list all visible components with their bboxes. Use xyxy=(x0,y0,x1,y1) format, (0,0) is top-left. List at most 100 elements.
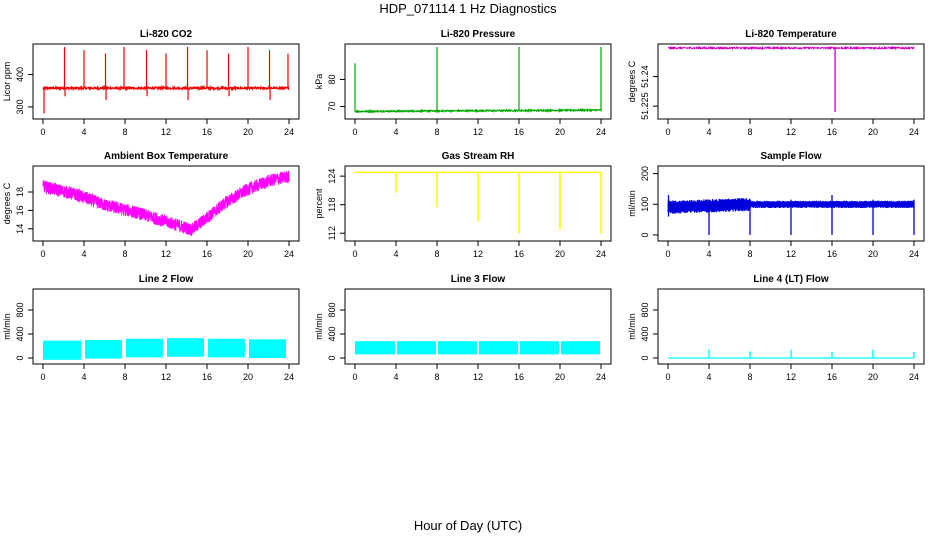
panel-2-xtick-label: 24 xyxy=(596,127,606,137)
panel-2-xtick-label: 16 xyxy=(514,127,524,137)
panel-8-band-segment xyxy=(561,341,600,355)
panel-3-series-line xyxy=(667,45,915,51)
panel-2-xtick-label: 8 xyxy=(434,127,439,137)
panel-7-band-segment xyxy=(85,340,122,359)
panel-8-xtick-label: 20 xyxy=(555,372,565,382)
panel-6-ytick-label: 100 xyxy=(640,197,650,212)
panel-2-series-line xyxy=(354,107,602,114)
panel-9-ytick-label: 400 xyxy=(640,326,650,341)
panel-4-xtick-label: 12 xyxy=(161,249,171,259)
panel-7-xtick-label: 4 xyxy=(81,372,86,382)
panel-7-ylabel: ml/min xyxy=(2,313,12,340)
panel-8-title: Line 3 Flow xyxy=(451,274,506,285)
panel-7-xtick-label: 12 xyxy=(161,372,171,382)
x-axis-label: Hour of Day (UTC) xyxy=(413,518,523,533)
panel-1-xtick-label: 20 xyxy=(243,127,253,137)
panel-5-ytick-label: 118 xyxy=(327,198,337,212)
figure-title: HDP_071114 1 Hz Diagnostics xyxy=(379,1,557,16)
panel-3-xtick-label: 0 xyxy=(665,127,670,137)
panel-7-xtick-label: 0 xyxy=(40,372,45,382)
panel-9-xtick-label: 12 xyxy=(786,372,796,382)
panel-6-xtick-label: 4 xyxy=(706,249,711,259)
panel-3-xtick-label: 8 xyxy=(747,127,752,137)
panel-5-xtick-label: 24 xyxy=(596,249,606,259)
panel-9-xtick-label: 24 xyxy=(909,372,919,382)
panel-1-xtick-label: 12 xyxy=(161,127,171,137)
panel-2-ylabel: kPa xyxy=(314,74,324,90)
panel-8-xtick-label: 24 xyxy=(596,372,606,382)
panel-3-group xyxy=(653,43,925,124)
panel-4-xtick-label: 16 xyxy=(202,249,212,259)
panel-5-xtick-label: 4 xyxy=(393,249,398,259)
panel-8-xtick-label: 0 xyxy=(352,372,357,382)
panel-4-ylabel: degrees C xyxy=(2,182,12,224)
panel-2-xtick-label: 0 xyxy=(352,127,357,137)
panel-5-xtick-label: 20 xyxy=(555,249,565,259)
panel-3-title: Li-820 Temperature xyxy=(745,29,837,40)
panel-5-group xyxy=(340,165,612,246)
panel-8-ytick-label: 800 xyxy=(327,302,337,317)
panel-5-xtick-label: 0 xyxy=(352,249,357,259)
panel-7-ytick-label: 800 xyxy=(15,302,25,317)
panel-7-band-segment xyxy=(208,338,245,358)
panel-9-xtick-label: 16 xyxy=(827,372,837,382)
panel-3-xtick-label: 24 xyxy=(909,127,919,137)
panel-6-xtick-label: 8 xyxy=(747,249,752,259)
panel-2-ytick-label: 70 xyxy=(327,102,337,112)
panel-4-title: Ambient Box Temperature xyxy=(104,151,229,162)
panel-9-ytick-label: 800 xyxy=(640,302,650,317)
panel-2-ytick-label: 80 xyxy=(327,74,337,84)
panel-1-title: Li-820 CO2 xyxy=(140,29,193,40)
panel-2-xtick-label: 4 xyxy=(393,127,398,137)
panel-5-ylabel: percent xyxy=(314,188,324,219)
panel-3-ytick-label: 51.225 xyxy=(640,92,650,120)
panel-7-title: Line 2 Flow xyxy=(139,274,194,285)
panel-1-group xyxy=(28,43,300,124)
panel-4-frame xyxy=(32,165,300,242)
panel-1-xtick-label: 0 xyxy=(40,127,45,137)
panel-6-xtick-label: 20 xyxy=(868,249,878,259)
panel-7-band-segment xyxy=(167,338,204,357)
panel-9-xtick-label: 8 xyxy=(747,372,752,382)
panel-6-group xyxy=(653,165,925,246)
panel-8-band-segment xyxy=(355,341,395,355)
panel-9-ylabel: ml/min xyxy=(627,313,637,340)
panel-7-xtick-label: 24 xyxy=(284,372,294,382)
panel-8-ytick-label: 0 xyxy=(327,355,337,360)
panel-7-xtick-label: 8 xyxy=(122,372,127,382)
panel-3-xtick-label: 20 xyxy=(868,127,878,137)
panel-6-xtick-label: 12 xyxy=(786,249,796,259)
panel-9-xtick-label: 20 xyxy=(868,372,878,382)
panel-8-band-segment xyxy=(479,341,518,355)
panel-2-xtick-label: 20 xyxy=(555,127,565,137)
panel-7-xtick-label: 20 xyxy=(243,372,253,382)
panel-7-ytick-label: 0 xyxy=(15,355,25,360)
panel-8-band-segment xyxy=(438,341,477,355)
panel-2-xtick-label: 12 xyxy=(473,127,483,137)
panel-4-xtick-label: 4 xyxy=(81,249,86,259)
panel-5-xtick-label: 8 xyxy=(434,249,439,259)
panel-8-ytick-label: 400 xyxy=(327,326,337,341)
panel-4-ytick-label: 18 xyxy=(15,187,25,197)
panel-6-xtick-label: 0 xyxy=(665,249,670,259)
panel-9-title: Line 4 (LT) Flow xyxy=(753,274,829,285)
panel-1-ytick-label: 400 xyxy=(15,67,25,82)
panel-5-ytick-label: 112 xyxy=(327,226,337,240)
panel-3-ylabel: degrees C xyxy=(627,60,637,102)
panel-1-xtick-label: 16 xyxy=(202,127,212,137)
panel-8-xtick-label: 16 xyxy=(514,372,524,382)
panel-7-band-segment xyxy=(43,340,81,360)
panel-6-title: Sample Flow xyxy=(760,151,821,162)
panel-4-xtick-label: 24 xyxy=(284,249,294,259)
panel-8-xtick-label: 8 xyxy=(434,372,439,382)
panel-7-band-segment xyxy=(126,338,163,358)
panel-8-xtick-label: 4 xyxy=(393,372,398,382)
panel-3-xtick-label: 12 xyxy=(786,127,796,137)
panel-2-frame xyxy=(344,43,612,120)
panel-4-xtick-label: 0 xyxy=(40,249,45,259)
panel-1-xtick-label: 24 xyxy=(284,127,294,137)
panel-6-ytick-label: 0 xyxy=(640,232,650,237)
panel-9-group xyxy=(653,288,925,369)
panel-7-band-segment xyxy=(249,339,286,358)
